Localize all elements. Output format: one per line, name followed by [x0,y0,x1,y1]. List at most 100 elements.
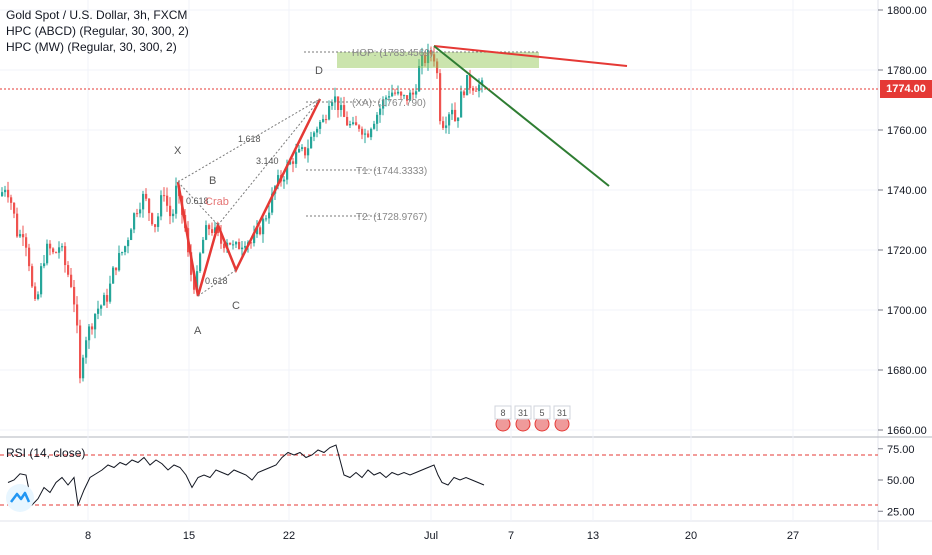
candle [232,240,235,250]
candle [4,185,7,197]
candle [466,74,469,96]
candle-body [415,91,418,95]
candle [145,188,148,202]
x-tick-label: 8 [85,530,91,542]
candle [292,157,295,173]
label-a: A [194,325,202,337]
candle [229,242,232,246]
symbol-title[interactable]: Gold Spot / U.S. Dollar, 3h, FXCM [6,8,188,22]
x-tick-label: 20 [685,530,697,542]
candle-body [358,125,361,129]
candle-body [355,122,358,126]
event-marker[interactable]: 8 [494,405,512,432]
candle-body [460,91,463,118]
candle-body [304,147,307,156]
candle [106,288,109,308]
candle [454,102,457,122]
candle-body [382,99,385,109]
candle-body [316,128,319,133]
candle-body [409,92,412,101]
candle-body [319,121,322,129]
indicator-mw[interactable]: HPC (MW) (Regular, 30, 300, 2) [6,40,177,54]
candle-body [340,105,343,110]
candle-body [241,247,244,250]
pattern-name-crab: Crab [205,196,229,208]
candle [337,96,340,118]
candle-body [208,225,211,230]
candle-body [73,286,76,305]
candle [400,90,403,100]
candle-body [385,97,388,100]
candle-body [346,116,349,126]
candle [28,243,31,272]
candle-body [244,246,247,248]
event-marker[interactable]: 31 [553,405,571,432]
candle [67,261,70,278]
candle [376,112,379,132]
candle [403,94,406,100]
event-label: 31 [557,408,567,418]
candle-body [301,147,304,150]
candle-body [205,225,208,240]
candle [37,291,40,301]
candle [397,85,400,96]
candle-body [10,197,13,203]
event-marker[interactable]: 5 [533,405,551,432]
candle-body [259,227,262,235]
candle-body [4,189,7,193]
candle [115,267,118,276]
candle [88,324,91,349]
candle [46,239,49,266]
candle-body [265,218,268,220]
candle-body [457,117,460,122]
candle-body [124,246,127,253]
candle [172,209,175,223]
tradingview-logo-icon[interactable] [6,484,34,512]
t2-label: T2: (1728.9767) [356,212,427,223]
candle-body [475,90,478,92]
event-marker[interactable]: 31 [514,405,532,432]
candle [244,241,247,251]
xa-label: (XA): (1767.790) [352,98,426,109]
candle-body [307,148,310,156]
candle [163,187,166,202]
candle [160,190,163,221]
candle-body [481,80,484,85]
candle [70,268,73,289]
candle [205,220,208,241]
candle [271,187,274,216]
candle [436,58,439,79]
candle-body [322,119,325,122]
y-tick-label: 1660.00 [887,425,927,437]
candle-body [361,128,364,135]
candle [208,223,211,236]
candle-body [418,65,421,92]
candle-body [88,326,91,341]
candle [448,112,451,134]
candle [427,43,430,71]
indicator-abcd[interactable]: HPC (ABCD) (Regular, 30, 300, 2) [6,24,189,38]
candle [424,52,427,67]
candle-body [91,326,94,330]
hop-label: HOP: (1783.4569) [352,48,433,59]
candle [19,229,22,239]
candle [391,84,394,98]
rsi-legend[interactable]: RSI (14, close) [6,446,86,460]
candle [367,130,370,138]
candle [430,46,433,62]
red-trend-line [433,45,628,67]
candle [103,292,106,306]
candle [175,177,178,219]
candle [142,190,145,218]
candle-body [61,246,64,248]
candle-body [175,185,178,214]
candle [55,251,58,254]
price-grid [0,0,878,521]
candle-body [7,189,10,198]
candle [343,96,346,118]
candle-body [211,229,214,234]
candle-body [433,54,436,62]
last-price-tag: 1774.00 [880,80,932,98]
